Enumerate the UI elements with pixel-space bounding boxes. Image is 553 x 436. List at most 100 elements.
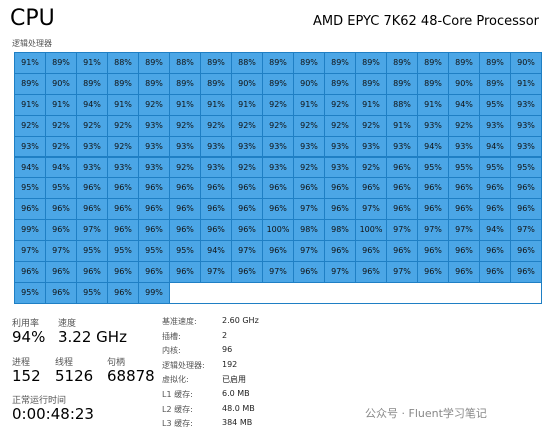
cpu-cell: 90%	[293, 72, 325, 95]
cpu-cell: 96%	[324, 240, 356, 262]
cpu-cell: 96%	[386, 156, 418, 179]
cpu-cell: 88%	[231, 52, 263, 74]
cpu-cell: 93%	[386, 135, 418, 158]
cpu-cell: 89%	[76, 72, 108, 95]
cpu-cell: 96%	[355, 261, 387, 283]
cpu-cell: 96%	[14, 198, 46, 221]
cpu-cell: 95%	[76, 281, 108, 304]
cpu-cell: 97%	[14, 240, 46, 262]
cpu-cell: 96%	[76, 261, 108, 283]
cpu-cell: 98%	[293, 219, 325, 242]
cpu-cell: 100%	[262, 219, 294, 242]
detail-value: 192	[222, 359, 238, 369]
cpu-cell: 91%	[45, 93, 77, 116]
detail-label: L1 缓存:	[162, 390, 193, 399]
detail-value: 48.0 MB	[222, 403, 255, 413]
cpu-cell: 96%	[262, 177, 294, 200]
cpu-cell: 95%	[76, 240, 108, 262]
watermark: 公众号 · Fluent学习笔记	[365, 407, 487, 420]
cpu-cell: 94%	[417, 135, 449, 158]
cpu-cell: 96%	[45, 261, 77, 283]
cpu-cell: 92%	[293, 156, 325, 179]
cpu-cell: 89%	[293, 52, 325, 74]
title: CPU	[10, 6, 55, 31]
cpu-cell: 96%	[479, 177, 511, 200]
cpu-cell: 89%	[355, 52, 387, 74]
cpu-cell: 92%	[45, 114, 77, 137]
cpu-cell: 92%	[262, 93, 294, 116]
cpu-cell: 89%	[138, 52, 170, 74]
cpu-cell: 92%	[14, 114, 46, 137]
cpu-cell: 89%	[262, 52, 294, 74]
cpu-cell: 97%	[45, 240, 77, 262]
cpu-cell: 96%	[169, 219, 201, 242]
cpu-cell: 97%	[417, 219, 449, 242]
cpu-cell: 93%	[324, 156, 356, 179]
cpu-cell: 96%	[510, 261, 542, 283]
cpu-cell: 97%	[76, 219, 108, 242]
cpu-cell: 89%	[169, 72, 201, 95]
cpu-cell: 88%	[386, 93, 418, 116]
stat-label: 利用率	[12, 319, 40, 329]
cpu-cell: 95%	[479, 93, 511, 116]
stat-value: 5126	[55, 367, 94, 385]
cpu-cell: 96%	[417, 240, 449, 262]
cpu-cell: 96%	[107, 198, 139, 221]
cpu-cell: 92%	[231, 114, 263, 137]
cpu-cell: 96%	[448, 261, 480, 283]
detail-label: 逻辑处理器:	[162, 360, 205, 370]
cpu-cell: 93%	[76, 135, 108, 158]
cpu-cell: 93%	[355, 135, 387, 158]
detail-label: 插槽:	[162, 331, 181, 341]
stat-value: 152	[12, 367, 41, 385]
cpu-cell: 96%	[200, 198, 232, 221]
cpu-cell: 93%	[510, 93, 542, 116]
cpu-cell: 97%	[293, 198, 325, 221]
cpu-cell: 89%	[417, 72, 449, 95]
cpu-cell: 89%	[107, 72, 139, 95]
cpu-cell: 89%	[448, 52, 480, 74]
cpu-cell: 89%	[324, 52, 356, 74]
detail-value: 6.0 MB	[222, 389, 250, 398]
cpu-cell: 95%	[14, 177, 46, 200]
cpu-cell: 96%	[479, 240, 511, 262]
cpu-cell: 89%	[200, 72, 232, 95]
cpu-cell: 97%	[355, 198, 387, 221]
cpu-cell: 95%	[479, 156, 511, 179]
cpu-cell: 92%	[355, 114, 387, 137]
empty-area	[169, 281, 542, 304]
cpu-cell: 93%	[76, 156, 108, 179]
cpu-cell: 92%	[448, 114, 480, 137]
cpu-cell: 96%	[262, 240, 294, 262]
cpu-cell: 89%	[45, 52, 77, 74]
cpu-cell: 96%	[510, 198, 542, 221]
cpu-cell: 96%	[417, 198, 449, 221]
cpu-cell: 93%	[169, 135, 201, 158]
cpu-cell: 89%	[417, 52, 449, 74]
cpu-cell: 96%	[169, 198, 201, 221]
cpu-cell: 93%	[138, 156, 170, 179]
cpu-cell: 89%	[262, 72, 294, 95]
cpu-cell: 92%	[293, 114, 325, 137]
cpu-cell: 96%	[200, 219, 232, 242]
cpu-cell: 92%	[107, 135, 139, 158]
cpu-cell: 99%	[14, 219, 46, 242]
cpu-cell: 95%	[510, 156, 542, 179]
cpu-cell: 89%	[355, 72, 387, 95]
cpu-cell: 93%	[510, 135, 542, 158]
cpu-cell: 89%	[479, 52, 511, 74]
cpu-cell: 96%	[138, 177, 170, 200]
cpu-cell: 95%	[14, 281, 46, 304]
cpu-cell: 96%	[386, 240, 418, 262]
cpu-cell: 94%	[479, 135, 511, 158]
stat-label: 进程	[12, 358, 31, 368]
cpu-cell: 96%	[231, 198, 263, 221]
cpu-cell: 93%	[200, 135, 232, 158]
cpu-cell: 90%	[45, 72, 77, 95]
cpu-cell: 92%	[324, 114, 356, 137]
cpu-cell: 93%	[479, 114, 511, 137]
cpu-cell: 98%	[324, 219, 356, 242]
cpu-cell: 96%	[231, 261, 263, 283]
cpu-cell: 89%	[386, 72, 418, 95]
